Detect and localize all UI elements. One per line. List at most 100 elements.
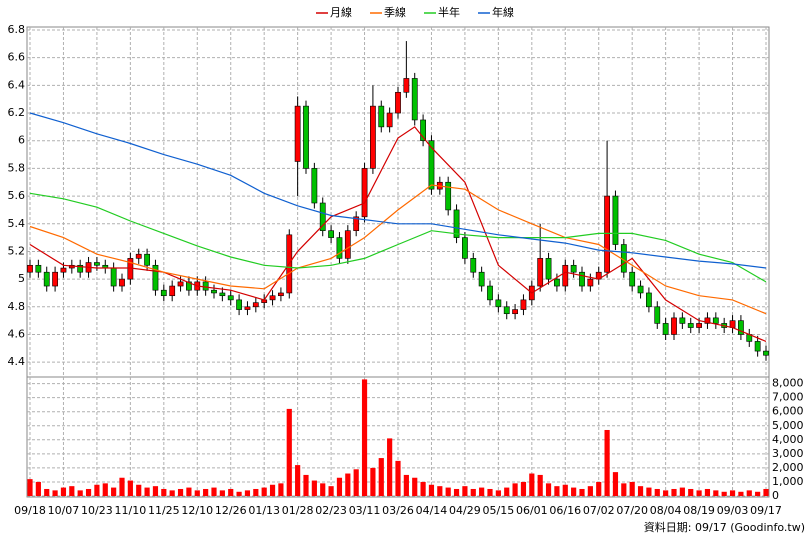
volume-bar — [119, 477, 125, 496]
candle-body — [487, 285, 493, 301]
candle-body — [704, 317, 711, 324]
volume-bar — [161, 488, 167, 496]
candle-body — [278, 292, 284, 297]
volume-bar — [679, 487, 685, 496]
x-tick-label: 09/17 — [750, 504, 782, 517]
x-tick-label: 01/13 — [248, 504, 280, 517]
legend-label: 年線 — [492, 5, 514, 19]
candle-body — [646, 292, 652, 308]
candle-body — [637, 285, 644, 294]
x-tick-label: 09/03 — [717, 504, 749, 517]
volume-bar — [27, 479, 33, 496]
volume-bar — [336, 477, 343, 496]
y2-tick-label: 6,000 — [772, 405, 804, 418]
volume-bar — [203, 488, 209, 496]
candle-body — [202, 281, 209, 291]
x-tick-label: 11/10 — [115, 504, 147, 517]
volume-bar — [738, 491, 744, 496]
volume-bar — [479, 487, 485, 496]
volume-bar — [345, 473, 351, 496]
candle-body — [579, 271, 585, 287]
y-tick-label: 5 — [18, 272, 25, 285]
volume-bar — [269, 484, 276, 496]
legend-label: 季線 — [384, 5, 406, 19]
x-tick-label: 08/04 — [650, 504, 682, 517]
y-tick-label: 5.4 — [8, 217, 26, 230]
candle-body — [654, 306, 661, 324]
volume-bar — [470, 488, 476, 496]
volume-bar — [713, 490, 719, 496]
volume-bar — [219, 490, 225, 496]
volume-bar — [44, 488, 50, 496]
candle-body — [763, 350, 769, 356]
candle-body — [428, 140, 435, 190]
candle-body — [119, 278, 125, 287]
x-tick-label: 05/15 — [483, 504, 515, 517]
volume-bar — [671, 488, 677, 496]
x-tick-label: 06/01 — [516, 504, 548, 517]
volume-bar — [295, 465, 301, 496]
volume-bar — [378, 458, 384, 496]
x-tick-label: 03/11 — [349, 504, 381, 517]
y-tick-label: 6 — [18, 134, 25, 147]
volume-bar — [729, 490, 736, 496]
candle-body — [169, 285, 176, 297]
volume-bar — [412, 477, 418, 496]
candle-body — [294, 105, 301, 162]
volume-bar — [52, 490, 58, 496]
x-tick-label: 03/26 — [382, 504, 414, 517]
candle-body — [696, 323, 702, 328]
volume-bar — [495, 490, 501, 496]
y-tick-label: 6.6 — [8, 51, 26, 64]
candle-body — [729, 320, 736, 328]
candle-body — [227, 295, 234, 301]
legend-label: 半年 — [438, 5, 460, 19]
candle-body — [211, 289, 217, 294]
candle-body — [411, 78, 418, 121]
x-tick-label: 12/10 — [181, 504, 213, 517]
candle-body — [311, 168, 318, 204]
x-tick-label: 08/19 — [683, 504, 715, 517]
candle-body — [662, 323, 669, 335]
candle-body — [712, 317, 719, 324]
legend-label: 月線 — [330, 5, 352, 19]
candle-body — [687, 323, 694, 328]
candle-body — [328, 230, 334, 238]
candle-body — [177, 281, 184, 287]
volume-bar — [387, 438, 393, 496]
y2-tick-label: 4,000 — [772, 433, 804, 446]
x-tick-label: 07/02 — [583, 504, 615, 517]
y2-tick-label: 0 — [772, 489, 779, 502]
volume-bar — [529, 473, 535, 496]
candle-body — [186, 281, 192, 291]
volume-bar — [111, 487, 117, 496]
volume-bar — [278, 483, 284, 496]
volume-bar — [136, 484, 142, 496]
x-tick-label: 12/26 — [215, 504, 247, 517]
volume-bar — [688, 488, 694, 496]
volume-bar — [604, 429, 610, 496]
volume-bar — [663, 490, 669, 496]
volume-bar — [637, 486, 644, 496]
volume-bar — [311, 480, 317, 496]
volume-bar — [487, 488, 493, 496]
x-tick-label: 04/29 — [449, 504, 481, 517]
candle-body — [43, 271, 50, 287]
volume-bar — [303, 474, 309, 496]
candle-body — [319, 202, 326, 231]
volume-bar — [353, 469, 359, 496]
candle-body — [152, 264, 159, 291]
candle-body — [386, 112, 393, 128]
volume-bar — [69, 486, 75, 496]
volume-bar — [127, 480, 133, 496]
candle-body — [587, 278, 594, 287]
candle-body — [52, 271, 58, 287]
volume-bar — [144, 487, 150, 496]
y-tick-label: 5.6 — [8, 189, 26, 202]
volume-bar — [328, 486, 334, 496]
volume-bar — [420, 481, 426, 496]
candle-body — [236, 299, 242, 310]
candle-body — [60, 267, 67, 273]
